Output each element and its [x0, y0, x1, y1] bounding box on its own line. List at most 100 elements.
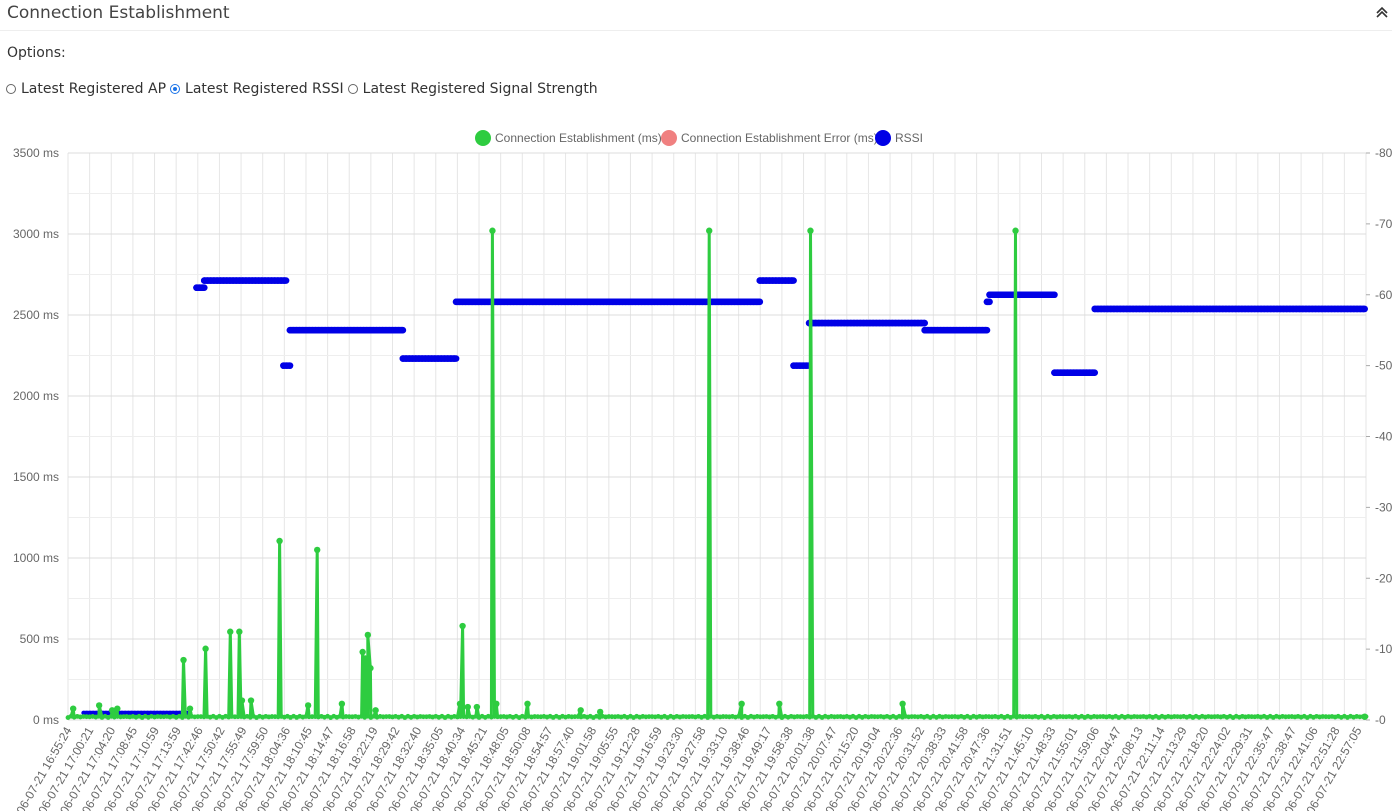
radio-button[interactable]: [347, 84, 358, 94]
connection-establishment-point: [359, 648, 366, 656]
rssi-point: [145, 710, 150, 716]
radio-button[interactable]: [170, 84, 181, 94]
radio-button[interactable]: [6, 84, 16, 94]
connection-establishment-point: [227, 628, 234, 635]
y-right-tick-label: -50: [1375, 359, 1392, 373]
legend-item[interactable]: Connection Establishment (ms): [475, 130, 662, 146]
y-left-tick-label: 500 ms: [20, 632, 59, 646]
rssi-point: [161, 710, 166, 716]
connection-establishment-point: [493, 700, 500, 707]
connection-establishment-point: [464, 703, 471, 711]
rssi-segment: [790, 362, 813, 369]
rssi-point: [199, 284, 207, 291]
connection-establishment-point: [807, 227, 814, 234]
rssi-segment: [399, 355, 460, 362]
rssi-segment: [756, 277, 797, 284]
connection-establishment-point: [108, 707, 116, 714]
connection-establishment-point: [456, 700, 464, 707]
connection-establishment-point: [489, 227, 496, 234]
rssi-point: [803, 362, 810, 369]
connection-establishment-point: [1012, 227, 1019, 234]
legend-swatch: [661, 130, 677, 146]
rssi-point: [167, 710, 173, 716]
y-right-tick-label: -80: [1375, 146, 1392, 160]
connection-establishment-point: [95, 702, 103, 709]
y-left-tick-label: 0 ms: [33, 713, 59, 727]
rssi-segment: [1091, 305, 1369, 313]
y-right-tick-label: -30: [1375, 500, 1392, 514]
connection-establishment-point: [114, 705, 121, 712]
chart-legend[interactable]: Connection Establishment (ms) Connection …: [475, 130, 923, 146]
radio-label: Latest Registered AP: [21, 81, 167, 97]
connection-establishment-point: [1363, 714, 1369, 719]
rssi-point: [90, 710, 96, 716]
rssi-point: [132, 710, 137, 716]
rssi-point: [122, 710, 128, 716]
connection-establishment-point: [459, 622, 466, 630]
rssi-segment: [200, 277, 290, 284]
connection-establishment-point: [186, 705, 194, 712]
rssi-point: [158, 710, 163, 716]
radio-latest-registered-signal-strength[interactable]: Latest Registered Signal Strength: [347, 81, 598, 97]
connection-establishment-series: [65, 227, 1369, 720]
y-right-tick-label: -0: [1375, 713, 1386, 727]
legend-item[interactable]: RSSI: [875, 130, 923, 146]
legend-label: Connection Establishment (ms): [495, 131, 662, 145]
y-right-tick-label: -70: [1375, 217, 1392, 231]
connection-establishment-chart: Connection Establishment (ms) Connection …: [13, 130, 1392, 811]
legend-label: Connection Establishment Error (ms): [681, 131, 878, 145]
y-left-tick-label: 3500 ms: [13, 146, 59, 160]
rssi-segment: [805, 319, 928, 327]
connection-establishment-point: [706, 227, 713, 234]
connection-establishment-point: [577, 707, 584, 714]
y-right-tick-label: -20: [1375, 571, 1392, 585]
y-right-tick-label: -10: [1375, 642, 1392, 656]
connection-establishment-point: [899, 700, 906, 707]
rssi-point: [87, 710, 93, 716]
rssi-point: [154, 710, 160, 716]
left-axis: 3500 ms 3000 ms 2500 ms 2000 ms 1500 ms 1000 …: [13, 146, 59, 727]
connection-establishment-point: [596, 708, 604, 716]
connection-establishment-point: [372, 707, 379, 714]
panel-title: Connection Establishment: [7, 3, 230, 23]
connection-establishment-point: [304, 702, 312, 709]
legend-item[interactable]: Connection Establishment Error (ms): [661, 130, 878, 146]
rssi-point: [126, 710, 131, 716]
rssi-segment: [983, 298, 993, 306]
radio-latest-registered-ap[interactable]: Latest Registered AP: [6, 81, 166, 97]
rssi-segment: [921, 326, 991, 334]
rssi-point: [983, 298, 991, 306]
connection-establishment-point: [236, 628, 243, 635]
rssi-point: [174, 710, 179, 716]
radio-latest-registered-rssi[interactable]: Latest Registered RSSI: [170, 81, 344, 97]
y-left-tick-label: 1500 ms: [13, 470, 59, 484]
rssi-point: [398, 326, 406, 334]
connection-establishment-point: [338, 700, 346, 707]
connection-establishment-point: [276, 537, 283, 545]
rssi-segment: [280, 362, 294, 369]
connection-establishment-point: [362, 655, 369, 662]
rssi-point: [982, 326, 989, 334]
rssi-point: [170, 710, 176, 716]
connection-establishment-point: [247, 697, 255, 704]
connection-establishment-point: [776, 700, 783, 707]
rssi-point: [1089, 369, 1097, 377]
legend-label: RSSI: [895, 131, 923, 145]
connection-establishment-point: [738, 700, 745, 707]
rssi-segment: [1051, 369, 1099, 377]
radio-label: Latest Registered Signal Strength: [362, 81, 598, 97]
rssi-point: [921, 319, 928, 327]
legend-swatch: [875, 130, 891, 146]
rssi-point: [1360, 305, 1367, 313]
connection-establishment-point: [180, 656, 187, 664]
y-right-tick-label: -60: [1375, 288, 1392, 302]
rssi-point: [450, 355, 458, 362]
chevron-up-icon[interactable]: [1374, 4, 1390, 20]
rssi-point: [81, 710, 86, 716]
connection-establishment-point: [314, 546, 321, 554]
connection-establishment-point: [364, 631, 372, 639]
y-left-tick-label: 1000 ms: [13, 551, 59, 565]
rssi-series: [81, 277, 1369, 716]
connection-establishment-point: [524, 700, 531, 707]
